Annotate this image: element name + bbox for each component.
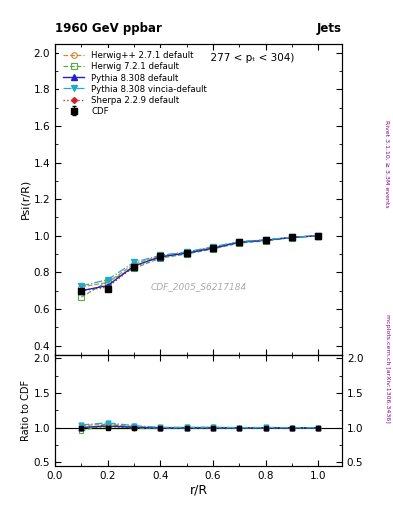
- Text: mcplots.cern.ch [arXiv:1306.3436]: mcplots.cern.ch [arXiv:1306.3436]: [385, 314, 389, 423]
- Herwig 7.2.1 default: [105, 279, 110, 285]
- Pythia 8.308 vincia-default: [263, 237, 268, 243]
- Herwig++ 2.7.1 default: [184, 249, 189, 255]
- Legend: Herwig++ 2.7.1 default, Herwig 7.2.1 default, Pythia 8.308 default, Pythia 8.308: Herwig++ 2.7.1 default, Herwig 7.2.1 def…: [59, 48, 211, 119]
- X-axis label: r/R: r/R: [189, 483, 208, 497]
- Line: Sherpa 2.2.9 default: Sherpa 2.2.9 default: [79, 233, 320, 293]
- Herwig 7.2.1 default: [79, 294, 84, 300]
- Herwig++ 2.7.1 default: [316, 232, 321, 239]
- Herwig++ 2.7.1 default: [290, 234, 294, 240]
- Herwig 7.2.1 default: [237, 240, 242, 246]
- Herwig 7.2.1 default: [184, 251, 189, 257]
- Herwig 7.2.1 default: [132, 265, 136, 271]
- Pythia 8.308 default: [211, 245, 215, 251]
- Sherpa 2.2.9 default: [79, 288, 84, 294]
- Pythia 8.308 vincia-default: [79, 283, 84, 289]
- Pythia 8.308 default: [184, 250, 189, 256]
- Herwig++ 2.7.1 default: [158, 253, 163, 259]
- Herwig 7.2.1 default: [316, 232, 321, 239]
- Herwig 7.2.1 default: [290, 234, 294, 241]
- Text: 1960 GeV ppbar: 1960 GeV ppbar: [55, 22, 162, 35]
- Pythia 8.308 default: [105, 283, 110, 289]
- Sherpa 2.2.9 default: [290, 234, 294, 241]
- Herwig 7.2.1 default: [211, 246, 215, 252]
- Text: Jets: Jets: [317, 22, 342, 35]
- Sherpa 2.2.9 default: [184, 249, 189, 255]
- Sherpa 2.2.9 default: [158, 253, 163, 260]
- Line: Herwig 7.2.1 default: Herwig 7.2.1 default: [79, 233, 321, 300]
- Pythia 8.308 vincia-default: [237, 239, 242, 245]
- Text: Rivet 3.1.10, ≥ 3.3M events: Rivet 3.1.10, ≥ 3.3M events: [385, 120, 389, 208]
- Herwig++ 2.7.1 default: [263, 237, 268, 243]
- Text: Integral jet shapeΨ (277 < pₜ < 304): Integral jet shapeΨ (277 < pₜ < 304): [103, 53, 294, 63]
- Pythia 8.308 vincia-default: [105, 276, 110, 283]
- Sherpa 2.2.9 default: [316, 232, 321, 239]
- Herwig++ 2.7.1 default: [132, 261, 136, 267]
- Pythia 8.308 default: [316, 232, 321, 239]
- Pythia 8.308 vincia-default: [132, 259, 136, 265]
- Text: CDF_2005_S6217184: CDF_2005_S6217184: [151, 282, 246, 291]
- Herwig++ 2.7.1 default: [105, 280, 110, 286]
- Pythia 8.308 default: [237, 239, 242, 245]
- Sherpa 2.2.9 default: [263, 237, 268, 243]
- Line: Herwig++ 2.7.1 default: Herwig++ 2.7.1 default: [79, 233, 321, 290]
- Pythia 8.308 vincia-default: [184, 249, 189, 255]
- Line: Pythia 8.308 vincia-default: Pythia 8.308 vincia-default: [79, 233, 321, 289]
- Herwig 7.2.1 default: [158, 255, 163, 261]
- Pythia 8.308 default: [263, 237, 268, 243]
- Herwig++ 2.7.1 default: [211, 244, 215, 250]
- Sherpa 2.2.9 default: [211, 245, 215, 251]
- Pythia 8.308 default: [132, 263, 136, 269]
- Herwig++ 2.7.1 default: [237, 239, 242, 245]
- Herwig++ 2.7.1 default: [79, 284, 84, 290]
- Pythia 8.308 default: [79, 288, 84, 294]
- Pythia 8.308 vincia-default: [158, 252, 163, 259]
- Pythia 8.308 default: [158, 254, 163, 260]
- Sherpa 2.2.9 default: [105, 284, 110, 290]
- Line: Pythia 8.308 default: Pythia 8.308 default: [79, 233, 321, 293]
- Herwig 7.2.1 default: [263, 238, 268, 244]
- Pythia 8.308 default: [290, 234, 294, 241]
- Y-axis label: Psi(r/R): Psi(r/R): [21, 179, 31, 219]
- Pythia 8.308 vincia-default: [211, 244, 215, 250]
- Sherpa 2.2.9 default: [132, 264, 136, 270]
- Y-axis label: Ratio to CDF: Ratio to CDF: [21, 380, 31, 441]
- Sherpa 2.2.9 default: [237, 239, 242, 245]
- Pythia 8.308 vincia-default: [316, 232, 321, 239]
- Pythia 8.308 vincia-default: [290, 234, 294, 240]
